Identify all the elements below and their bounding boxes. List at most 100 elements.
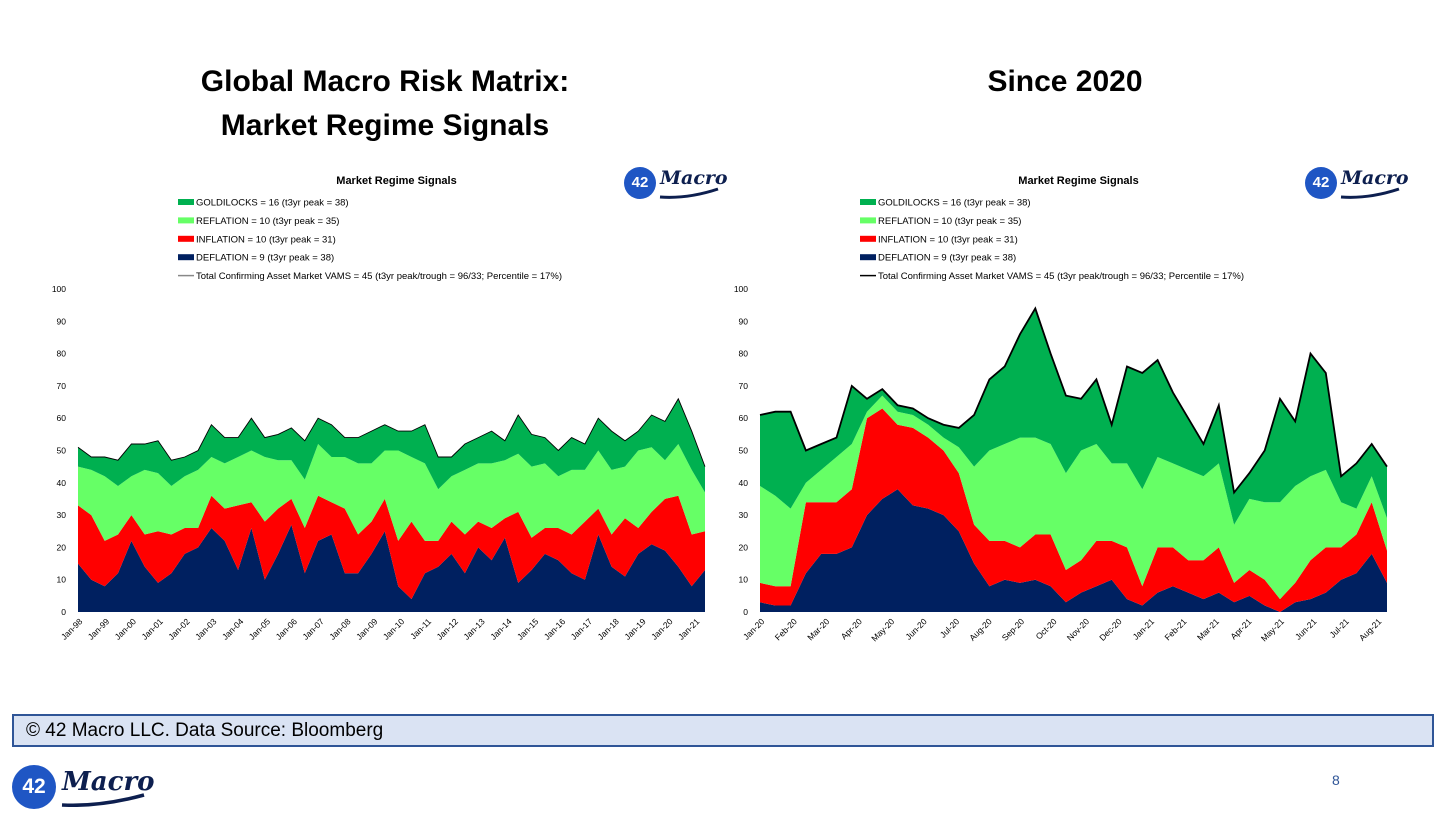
y-tick-label: 30 — [57, 510, 67, 520]
legend-item: DEFLATION = 9 (t3yr peak = 38) — [860, 253, 1016, 264]
x-tick-label: Oct-20 — [1034, 616, 1059, 641]
legend-label: REFLATION = 10 (t3yr peak = 35) — [196, 216, 339, 227]
area-inflation — [760, 408, 1387, 612]
logo-swoosh-icon — [659, 187, 719, 199]
legend-item: Total Confirming Asset Market VAMS = 45 … — [178, 271, 562, 282]
y-tick-label: 90 — [739, 316, 749, 326]
x-tick-label: Feb-20 — [773, 616, 799, 642]
y-tick-label: 80 — [57, 349, 67, 359]
x-tick-label: Jun-20 — [903, 616, 929, 642]
x-tick-label: Jan-02 — [166, 616, 192, 642]
x-tick-label: Nov-20 — [1065, 616, 1092, 643]
slide-title-right: Since 2020 — [987, 65, 1143, 98]
x-tick-label: Jan-21 — [676, 616, 702, 642]
area-goldilocks — [78, 398, 705, 493]
x-tick-label: May-20 — [869, 616, 896, 643]
legend-item: GOLDILOCKS = 16 (t3yr peak = 38) — [860, 198, 1031, 209]
logo-badge: 42 — [624, 167, 656, 199]
x-tick-label: Jan-12 — [435, 616, 461, 642]
x-tick-label: Jan-11 — [408, 616, 433, 641]
legend-label: Total Confirming Asset Market VAMS = 45 … — [196, 271, 562, 282]
legend-label: DEFLATION = 9 (t3yr peak = 38) — [196, 253, 334, 264]
legend-label: Total Confirming Asset Market VAMS = 45 … — [878, 271, 1244, 282]
legend-label: INFLATION = 10 (t3yr peak = 31) — [196, 234, 336, 245]
x-tick-label: Jan-14 — [488, 616, 514, 642]
x-tick-label: Jan-00 — [113, 616, 139, 642]
logo-wordmark: Macro — [62, 767, 155, 797]
x-tick-label: Jul-20 — [938, 616, 962, 640]
x-tick-label: Jan-04 — [220, 616, 246, 642]
legend-item: INFLATION = 10 (t3yr peak = 31) — [178, 234, 336, 245]
chart-logo-right: 42 Macro — [1305, 167, 1409, 201]
y-tick-label: 40 — [57, 478, 67, 488]
legend-item: GOLDILOCKS = 16 (t3yr peak = 38) — [178, 198, 349, 209]
x-tick-label: Jan-21 — [1131, 616, 1157, 642]
area-reflation — [78, 444, 705, 541]
legend-item: REFLATION = 10 (t3yr peak = 35) — [178, 216, 339, 227]
x-tick-label: Jan-20 — [741, 616, 767, 642]
legend-swatch — [178, 254, 194, 261]
chart-title: Market Regime Signals — [1018, 175, 1138, 187]
x-tick-label: Jan-08 — [327, 616, 353, 642]
logo-badge: 42 — [1305, 167, 1337, 199]
legend-item: DEFLATION = 9 (t3yr peak = 38) — [178, 253, 334, 264]
x-tick-label: Aug-20 — [967, 616, 994, 643]
x-tick-label: Jan-19 — [622, 616, 648, 642]
y-tick-label: 100 — [734, 284, 748, 294]
y-tick-label: 10 — [739, 575, 749, 585]
x-tick-label: Jan-10 — [381, 616, 407, 642]
x-tick-label: Aug-21 — [1357, 616, 1384, 643]
chart-title: Market Regime Signals — [336, 175, 456, 187]
legend-swatch — [860, 199, 876, 205]
x-tick-label: Feb-21 — [1162, 616, 1188, 642]
logo-swoosh-icon — [61, 793, 145, 807]
y-tick-label: 30 — [739, 510, 749, 520]
y-tick-label: 20 — [739, 542, 749, 552]
legend-swatch — [860, 254, 876, 261]
x-tick-label: Jan-15 — [515, 616, 541, 642]
legend-label: REFLATION = 10 (t3yr peak = 35) — [878, 216, 1021, 227]
market-regime-chart-full-history: Market Regime Signals GOLDILOCKS = 16 (t3… — [52, 175, 706, 642]
chart-logo-left: 42 Macro — [624, 167, 728, 201]
slide-title-left: Global Macro Risk Matrix: Market Regime … — [200, 65, 570, 142]
x-tick-label: Jan-20 — [649, 616, 675, 642]
x-tick-label: Sep-20 — [1000, 616, 1027, 643]
x-tick-label: Jan-18 — [595, 616, 621, 642]
legend-label: GOLDILOCKS = 16 (t3yr peak = 38) — [878, 198, 1031, 209]
area-deflation — [78, 524, 705, 612]
footer-logo: 42 Macro — [12, 765, 155, 809]
y-tick-label: 40 — [739, 478, 749, 488]
x-tick-label: Jan-13 — [461, 616, 487, 642]
area-deflation — [760, 489, 1387, 612]
x-tick-label: Dec-20 — [1097, 616, 1124, 643]
x-tick-label: Jan-01 — [139, 616, 165, 642]
logo-wordmark: Macro — [1341, 167, 1409, 189]
x-tick-label: Jul-21 — [1327, 616, 1351, 640]
y-tick-label: 60 — [57, 413, 67, 423]
x-tick-label: Mar-20 — [805, 616, 831, 642]
logo-swoosh-icon — [1340, 187, 1400, 199]
x-tick-label: Jan-06 — [274, 616, 300, 642]
y-tick-label: 70 — [739, 381, 749, 391]
page-number: 8 — [1332, 772, 1340, 788]
legend-swatch — [178, 199, 194, 205]
y-tick-label: 100 — [52, 284, 66, 294]
x-tick-label: Jan-99 — [86, 616, 112, 642]
legend-item: REFLATION = 10 (t3yr peak = 35) — [860, 216, 1021, 227]
x-tick-label: Apr-21 — [1228, 616, 1253, 641]
y-tick-label: 90 — [57, 316, 67, 326]
x-tick-label: Jan-09 — [354, 616, 380, 642]
legend-label: GOLDILOCKS = 16 (t3yr peak = 38) — [196, 198, 349, 209]
x-tick-label: Mar-21 — [1195, 616, 1221, 642]
x-tick-label: Jan-03 — [193, 616, 219, 642]
y-tick-label: 70 — [57, 381, 67, 391]
y-tick-label: 80 — [739, 349, 749, 359]
legend-item: INFLATION = 10 (t3yr peak = 31) — [860, 234, 1018, 245]
logo-wordmark: Macro — [660, 167, 728, 189]
total-vams-line — [759, 306, 1388, 495]
legend-swatch — [860, 235, 876, 242]
legend-swatch — [178, 235, 194, 242]
y-tick-label: 60 — [739, 413, 749, 423]
legend-label: DEFLATION = 9 (t3yr peak = 38) — [878, 253, 1016, 264]
y-tick-label: 0 — [61, 607, 66, 617]
